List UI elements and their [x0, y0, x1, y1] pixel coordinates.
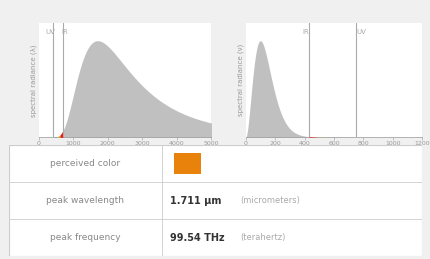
Text: 1.711 μm: 1.711 μm	[169, 196, 221, 206]
Text: IR: IR	[301, 29, 308, 35]
Text: (terahertz): (terahertz)	[240, 233, 285, 242]
Text: (micrometers): (micrometers)	[240, 196, 300, 205]
FancyBboxPatch shape	[9, 145, 421, 256]
Y-axis label: spectral radiance (λ): spectral radiance (λ)	[31, 44, 37, 117]
Text: perceived color: perceived color	[50, 159, 120, 168]
Text: 99.54 THz: 99.54 THz	[169, 233, 224, 243]
X-axis label: frequency (THz): frequency (THz)	[303, 148, 364, 157]
Text: UV: UV	[46, 29, 55, 35]
X-axis label: wavelength (nm): wavelength (nm)	[92, 148, 157, 157]
Y-axis label: spectral radiance (ν): spectral radiance (ν)	[237, 44, 244, 116]
Bar	[174, 153, 200, 174]
Text: peak wavelength: peak wavelength	[46, 196, 124, 205]
Text: UV: UV	[356, 29, 365, 35]
Text: IR: IR	[61, 29, 68, 35]
Text: peak frequency: peak frequency	[50, 233, 120, 242]
